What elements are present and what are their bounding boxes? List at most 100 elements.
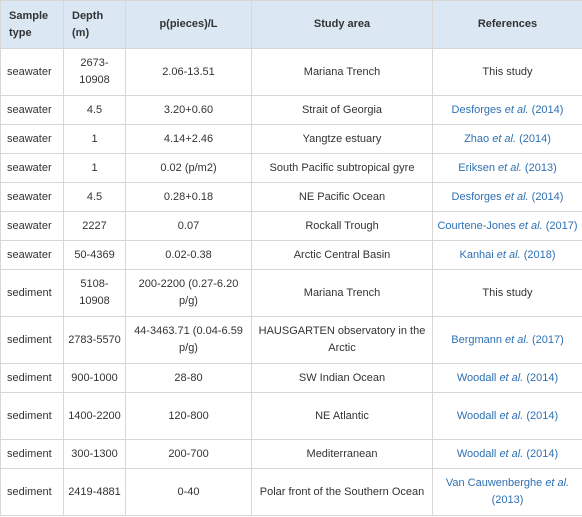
reference-year: (2014) (516, 132, 551, 145)
reference-author: Courtene-Jones (437, 219, 519, 232)
reference-year: (2014) (523, 409, 559, 422)
reference-text: This study (482, 66, 532, 78)
cell-sample-type: seawater (0, 48, 64, 96)
reference-et-al: et al. (496, 248, 521, 261)
cell-depth: 1 (63, 153, 126, 183)
header-depth: Depth (m) (63, 0, 126, 49)
table-row: sediment 900-1000 28-80 SW Indian Ocean Wood… (0, 363, 582, 393)
reference-et-al: et al. (518, 219, 543, 232)
table-row: seawater 1 0.02 (p/m2) South Pacific subtro… (0, 153, 582, 183)
cell-pieces: 200-2200 (0.27-6.20 p/g) (125, 269, 252, 317)
reference-link[interactable]: Courtene-Jones et al. (2017) (437, 220, 577, 232)
reference-author: Woodall (456, 409, 500, 422)
cell-sample-type: sediment (0, 468, 64, 516)
cell-sample-type: seawater (0, 182, 64, 212)
reference-text: This study (482, 287, 532, 299)
reference-year: (2014) (523, 447, 559, 460)
cell-study-area: Mariana Trench (251, 48, 433, 96)
reference-author: Kanhai (459, 248, 497, 261)
reference-author: This study (482, 286, 533, 299)
cell-sample-type: seawater (0, 211, 64, 241)
reference-author: Van Cauwenberghe (445, 477, 546, 489)
cell-study-area: Strait of Georgia (251, 95, 433, 125)
reference-link[interactable]: Zhao et al. (2014) (464, 133, 551, 145)
cell-reference[interactable]: Desforges et al. (2014) (432, 95, 582, 125)
cell-reference[interactable]: Zhao et al. (2014) (432, 124, 582, 154)
cell-reference[interactable]: Woodall et al. (2014) (432, 363, 582, 393)
reference-link[interactable]: Woodall et al. (2014) (457, 448, 558, 460)
cell-reference[interactable]: Eriksen et al. (2013) (432, 153, 582, 183)
reference-author: Bergmann (451, 333, 506, 346)
table-row: seawater 4.5 0.28+0.18 NE Pacific Ocean Desf… (0, 182, 582, 212)
reference-link[interactable]: Desforges et al. (2014) (452, 191, 564, 203)
reference-et-al: et al. (545, 477, 570, 489)
reference-et-al: et al. (505, 333, 529, 346)
header-study-area: Study area (251, 0, 433, 49)
reference-link[interactable]: Kanhai et al. (2018) (459, 249, 555, 261)
table-row: sediment 2783-5570 44-3463.71 (0.04-6.59 p… (0, 316, 582, 364)
table-row: seawater 2673-10908 2.06-13.51 Mariana Tren… (0, 48, 582, 96)
cell-pieces: 2.06-13.51 (125, 48, 252, 96)
reference-author: This study (482, 65, 533, 78)
cell-pieces: 0-40 (125, 468, 252, 516)
reference-author: Woodall (456, 371, 500, 384)
reference-link[interactable]: Van Cauwenberghe et al. (2013) (446, 477, 569, 506)
table-row: seawater 4.5 3.20+0.60 Strait of Georgia Des… (0, 95, 582, 125)
cell-sample-type: seawater (0, 95, 64, 125)
header-pieces: p(pieces)/L (125, 0, 252, 49)
table-row: sediment 5108-10908 200-2200 (0.27-6.20 p/… (0, 269, 582, 317)
table-row: sediment 300-1300 200-700 Mediterranean Wood… (0, 439, 582, 469)
reference-author: Eriksen (458, 161, 499, 174)
cell-reference[interactable]: Woodall et al. (2014) (432, 392, 582, 440)
cell-depth: 2673-10908 (63, 48, 126, 96)
reference-link[interactable]: Eriksen et al. (2013) (458, 162, 556, 174)
cell-reference[interactable]: Woodall et al. (2014) (432, 439, 582, 469)
reference-link[interactable]: Woodall et al. (2014) (457, 372, 558, 384)
cell-study-area: Arctic Central Basin (251, 240, 433, 270)
cell-depth: 1400-2200 (63, 392, 126, 440)
header-row: Sample type Depth (m) p(pieces)/L Study … (0, 0, 582, 49)
reference-author: Desforges (451, 103, 505, 116)
reference-link[interactable]: Woodall et al. (2014) (457, 410, 558, 422)
cell-study-area: Mediterranean (251, 439, 433, 469)
cell-pieces: 0.28+0.18 (125, 182, 252, 212)
cell-reference: This study (432, 269, 582, 317)
table-row: sediment 1400-2200 120-800 NE Atlantic Wooda… (0, 392, 582, 440)
header-sample-type: Sample type (0, 0, 64, 49)
cell-depth: 2227 (63, 211, 126, 241)
reference-link[interactable]: Bergmann et al. (2017) (451, 334, 564, 346)
table-header: Sample type Depth (m) p(pieces)/L Study … (0, 0, 582, 49)
reference-et-al: et al. (504, 190, 529, 203)
cell-sample-type: sediment (0, 439, 64, 469)
cell-pieces: 0.02-0.38 (125, 240, 252, 270)
cell-reference[interactable]: Desforges et al. (2014) (432, 182, 582, 212)
cell-study-area: NE Atlantic (251, 392, 433, 440)
reference-year: (2017) (528, 333, 564, 346)
cell-pieces: 200-700 (125, 439, 252, 469)
cell-pieces: 3.20+0.60 (125, 95, 252, 125)
cell-reference: This study (432, 48, 582, 96)
cell-study-area: NE Pacific Ocean (251, 182, 433, 212)
cell-study-area: Mariana Trench (251, 269, 433, 317)
reference-author: Zhao (464, 132, 493, 145)
reference-year: (2014) (523, 371, 559, 384)
cell-depth: 5108-10908 (63, 269, 126, 317)
cell-pieces: 0.07 (125, 211, 252, 241)
reference-et-al: et al. (499, 409, 524, 422)
cell-pieces: 28-80 (125, 363, 252, 393)
cell-pieces: 44-3463.71 (0.04-6.59 p/g) (125, 316, 252, 364)
reference-et-al: et al. (498, 161, 522, 174)
reference-year: (2013) (521, 161, 557, 174)
cell-pieces: 0.02 (p/m2) (125, 153, 252, 183)
cell-reference[interactable]: Kanhai et al. (2018) (432, 240, 582, 270)
cell-sample-type: sediment (0, 392, 64, 440)
cell-reference[interactable]: Courtene-Jones et al. (2017) (432, 211, 582, 241)
reference-year: (2014) (528, 103, 564, 116)
cell-reference[interactable]: Van Cauwenberghe et al. (2013) (432, 468, 582, 516)
table-row: seawater 50-4369 0.02-0.38 Arctic Central B… (0, 240, 582, 270)
cell-reference[interactable]: Bergmann et al. (2017) (432, 316, 582, 364)
cell-depth: 50-4369 (63, 240, 126, 270)
reference-year: (2018) (520, 248, 556, 261)
reference-link[interactable]: Desforges et al. (2014) (452, 104, 564, 116)
reference-year: (2013) (491, 494, 524, 506)
